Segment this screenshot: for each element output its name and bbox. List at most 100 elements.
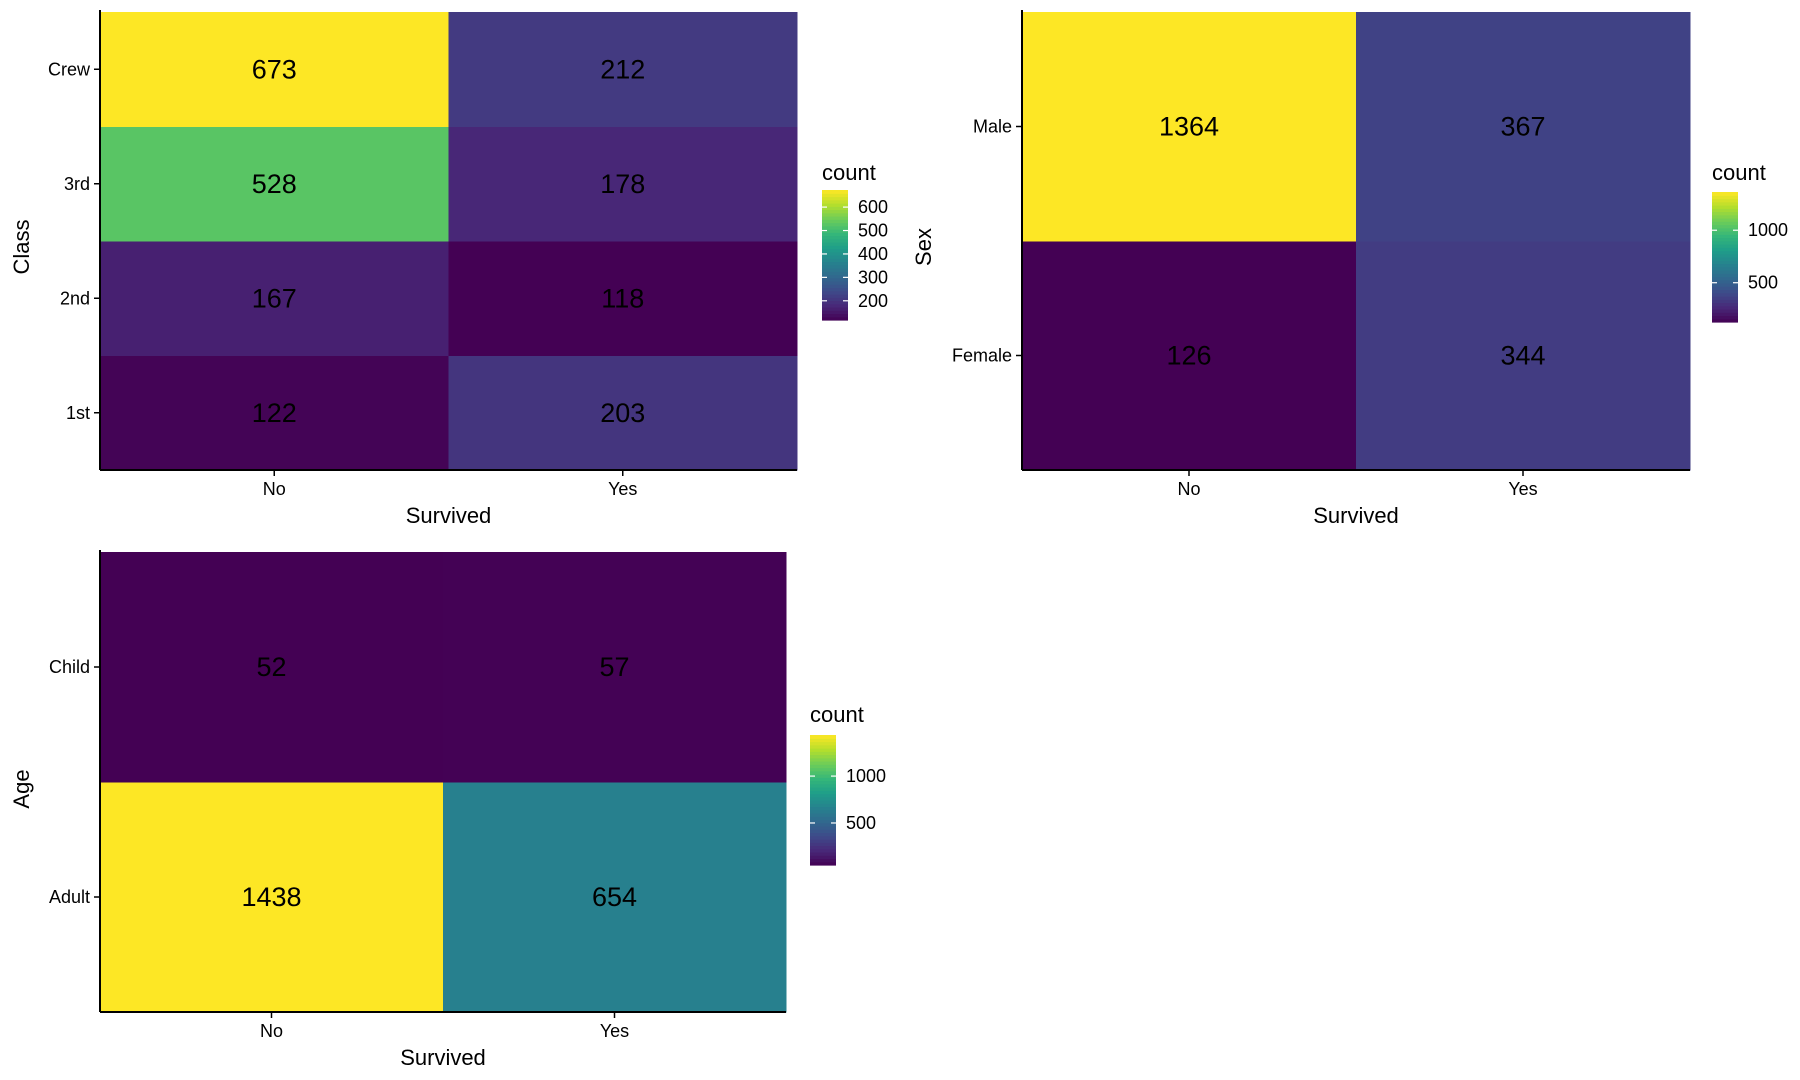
- legend-color-step: [822, 258, 848, 263]
- heatmap-panel-2: 126 344 Female 1364 367 Male No Yes Survived Sex c…: [911, 10, 1788, 528]
- heatmap-cell: [1356, 241, 1691, 471]
- heatmap-cell: [443, 782, 787, 1013]
- cell-value-label: 52: [256, 652, 286, 682]
- legend-color-step: [1712, 305, 1738, 310]
- legend-color-step: [810, 842, 836, 847]
- x-tick-label: No: [260, 1021, 283, 1041]
- legend-color-step: [810, 790, 836, 795]
- legend-color-step: [822, 290, 848, 295]
- legend-color-step: [810, 819, 836, 824]
- legend-color-step: [1712, 208, 1738, 213]
- legend-color-step: [810, 741, 836, 746]
- legend-color-step: [822, 294, 848, 298]
- legend-color-step: [810, 738, 836, 743]
- legend-color-step: [810, 861, 836, 866]
- legend-color-step: [810, 816, 836, 821]
- legend-color-step: [822, 300, 848, 305]
- legend-color-step: [822, 222, 848, 227]
- y-tick-label: Child: [49, 657, 90, 677]
- legend-color-step: [822, 248, 848, 253]
- legend-color-step: [1712, 263, 1738, 268]
- cell-value-label: 367: [1500, 112, 1545, 142]
- legend-color-step: [810, 751, 836, 756]
- legend-title: count: [822, 160, 876, 185]
- legend-color-step: [822, 232, 848, 237]
- legend-color-step: [810, 809, 836, 814]
- heatmap-cell: [100, 12, 449, 127]
- heatmap-cell: [448, 126, 798, 242]
- heatmap-cell: [100, 552, 444, 783]
- legend-color-step: [1712, 292, 1738, 297]
- color-legend: count 200 300 400 500 600: [822, 160, 888, 321]
- legend-title: count: [810, 702, 864, 727]
- legend-color-step: [810, 845, 836, 850]
- legend-color-step: [810, 780, 836, 785]
- legend-color-step: [1712, 276, 1738, 281]
- legend-color-step: [822, 271, 848, 276]
- legend-color-step: [822, 307, 848, 311]
- legend-color-step: [1712, 237, 1738, 242]
- y-tick-label: 3rd: [64, 174, 90, 194]
- legend-color-step: [822, 206, 848, 211]
- legend-color-step: [810, 855, 836, 860]
- legend-color-step: [810, 839, 836, 843]
- legend-color-step: [1712, 247, 1738, 252]
- legend-color-step: [1712, 227, 1738, 232]
- legend-color-step: [1712, 318, 1738, 323]
- legend-color-step: [822, 313, 848, 318]
- legend-color-step: [1712, 279, 1738, 284]
- legend-tick-label: 200: [858, 291, 888, 311]
- y-axis-title: Class: [9, 219, 34, 274]
- cell-value-label: 203: [600, 398, 645, 428]
- legend-color-step: [810, 754, 836, 759]
- x-tick-label: No: [1177, 479, 1200, 499]
- cell-value-label: 1438: [241, 882, 301, 912]
- cell-value-label: 122: [252, 398, 297, 428]
- legend-color-step: [822, 203, 848, 207]
- legend-color-step: [810, 793, 836, 798]
- legend-color-step: [822, 316, 848, 321]
- legend-color-step: [810, 806, 836, 811]
- legend-color-step: [1712, 224, 1738, 229]
- legend-color-step: [810, 757, 836, 762]
- x-tick-label: Yes: [600, 1021, 629, 1041]
- legend-color-step: [810, 764, 836, 769]
- cell-value-label: 118: [601, 283, 644, 313]
- legend-color-step: [822, 268, 848, 272]
- heatmap-panel-3: 1438 654 Adult 52 57 Child No Yes Survived Age cou…: [9, 550, 886, 1070]
- y-tick-label: Crew: [48, 59, 91, 79]
- cell-value-label: 1364: [1159, 112, 1219, 142]
- legend-color-step: [822, 209, 848, 214]
- legend-color-step: [810, 748, 836, 752]
- legend-color-step: [1712, 273, 1738, 278]
- y-tick-label: Male: [973, 117, 1012, 137]
- legend-tick-label: 500: [858, 221, 888, 241]
- legend-color-step: [810, 800, 836, 804]
- legend-color-step: [1712, 221, 1738, 226]
- color-legend: count 500 1000: [810, 702, 886, 866]
- legend-color-step: [1712, 289, 1738, 294]
- legend-color-step: [810, 852, 836, 856]
- legend-color-step: [1712, 315, 1738, 320]
- legend-color-step: [810, 822, 836, 827]
- legend-color-step: [822, 251, 848, 256]
- x-axis-title: Survived: [1313, 503, 1399, 528]
- legend-color-step: [810, 744, 836, 749]
- legend-color-step: [822, 219, 848, 224]
- legend-color-step: [822, 284, 848, 289]
- legend-color-step: [822, 216, 848, 220]
- cell-value-label: 212: [600, 54, 645, 84]
- cell-value-label: 178: [600, 169, 645, 199]
- x-tick-label: Yes: [608, 479, 637, 499]
- y-tick-label: 2nd: [60, 288, 90, 308]
- legend-title: count: [1712, 160, 1766, 185]
- legend-color-step: [1712, 205, 1738, 209]
- legend-color-step: [822, 274, 848, 279]
- heatmap-cell: [100, 782, 444, 1013]
- legend-color-step: [822, 199, 848, 204]
- legend-color-step: [810, 813, 836, 817]
- legend-color-step: [1712, 283, 1738, 287]
- legend-color-step: [822, 297, 848, 302]
- heatmap-cell: [448, 12, 798, 127]
